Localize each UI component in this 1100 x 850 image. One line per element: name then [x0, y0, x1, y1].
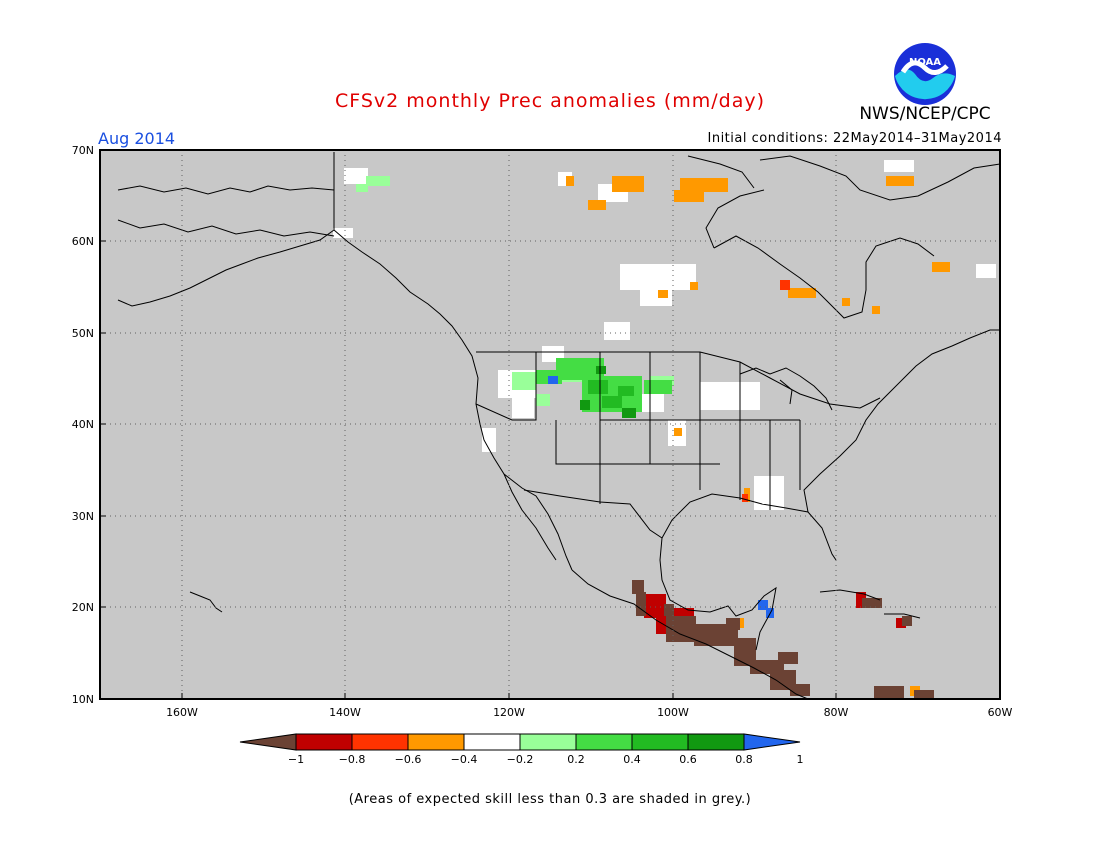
legend-swatch — [407, 733, 465, 751]
legend-label: −1 — [288, 753, 304, 766]
legend-swatch — [295, 733, 353, 751]
legend-swatch — [575, 733, 633, 751]
legend-label: 0.2 — [567, 753, 585, 766]
lat-label: 40N — [72, 418, 94, 431]
legend-label: −0.6 — [395, 753, 422, 766]
graticule — [100, 150, 1000, 699]
lon-label: 100W — [657, 706, 689, 719]
lon-label: 80W — [824, 706, 849, 719]
legend-swatch — [687, 733, 745, 751]
lat-label: 60N — [72, 235, 94, 248]
legend-swatch — [631, 733, 689, 751]
coastlines — [117, 152, 1001, 700]
color-legend — [239, 733, 801, 751]
legend-arrow-right — [743, 733, 801, 751]
noaa-logo: NOAA — [893, 42, 957, 110]
legend-label: 0.4 — [623, 753, 641, 766]
lon-label: 120W — [493, 706, 525, 719]
initial-conditions-label: Initial conditions: 22May2014–31May2014 — [707, 131, 1002, 146]
legend-label: −0.4 — [451, 753, 478, 766]
lat-label: 10N — [72, 693, 94, 706]
agency-label: NWS/NCEP/CPC — [859, 104, 991, 124]
lon-label: 160W — [166, 706, 198, 719]
forecast-month: Aug 2014 — [98, 129, 176, 148]
lat-label: 20N — [72, 601, 94, 614]
legend-label: 1 — [797, 753, 804, 766]
legend-swatch — [519, 733, 577, 751]
skill-note: (Areas of expected skill less than 0.3 a… — [348, 792, 752, 807]
legend-arrow-left — [239, 733, 297, 751]
legend-label: −0.8 — [339, 753, 366, 766]
chart-title: CFSv2 monthly Prec anomalies (mm/day) — [334, 90, 766, 112]
lon-label: 140W — [329, 706, 361, 719]
lat-label: 70N — [72, 144, 94, 157]
legend-label: −0.2 — [507, 753, 534, 766]
anomaly-cells — [333, 160, 996, 699]
axis-ticks — [100, 149, 837, 699]
lon-label: 60W — [988, 706, 1013, 719]
svg-text:NOAA: NOAA — [909, 57, 941, 68]
legend-swatch — [463, 733, 521, 751]
lat-label: 50N — [72, 327, 94, 340]
legend-label: 0.8 — [735, 753, 753, 766]
lat-label: 30N — [72, 510, 94, 523]
legend-swatch — [351, 733, 409, 751]
legend-label: 0.6 — [679, 753, 697, 766]
